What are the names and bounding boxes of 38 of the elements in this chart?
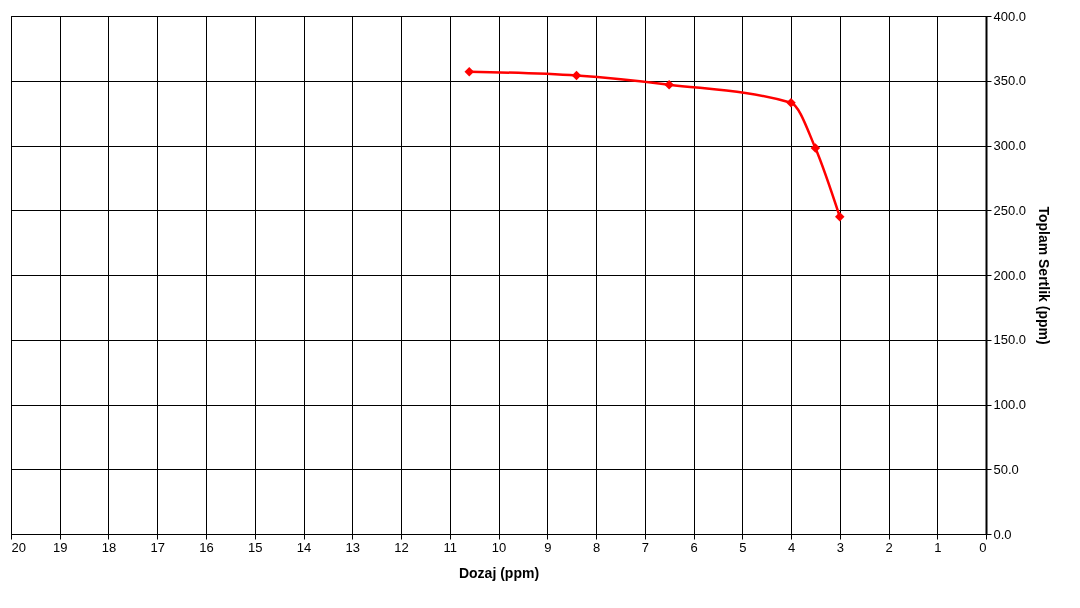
x-tick-label: 9 xyxy=(544,539,552,555)
x-tick-label: 1 xyxy=(934,539,942,555)
x-tick-label: 16 xyxy=(199,539,214,555)
point xyxy=(464,66,474,77)
point xyxy=(810,143,821,153)
y-tick-label: 350.0 xyxy=(993,73,1027,89)
y-tick-label: 400.0 xyxy=(993,8,1027,24)
x-tick-label: 11 xyxy=(443,539,457,555)
point xyxy=(835,211,845,222)
x-tick-label: 0 xyxy=(979,539,987,555)
y-tick-label: 250.0 xyxy=(993,202,1027,218)
x-tick-label: 13 xyxy=(345,539,360,555)
x-tick-label: 6 xyxy=(690,539,698,555)
y-tick-label: 300.0 xyxy=(993,138,1027,153)
x-tick-label: 10 xyxy=(491,539,507,555)
point xyxy=(786,98,796,108)
x-tick-label: 7 xyxy=(641,539,649,555)
y-axis-title: Toplam Sertlik (ppm) xyxy=(1036,206,1053,345)
x-tick-label: 2 xyxy=(885,539,893,555)
y-tick-label: 200.0 xyxy=(993,267,1027,283)
x-tick-label: 12 xyxy=(394,539,409,555)
y-tick-label: 50.0 xyxy=(993,461,1019,477)
x-axis-title: Dozaj (ppm) xyxy=(458,564,540,581)
x-tick-label: 17 xyxy=(150,539,165,555)
point xyxy=(664,79,674,90)
x-tick-label: 4 xyxy=(787,539,796,555)
x-tick-label: 20 xyxy=(11,539,26,555)
x-tick-label: 14 xyxy=(296,539,312,555)
y-tick-label: 100.0 xyxy=(993,397,1027,412)
x-tick-label: 5 xyxy=(739,539,747,555)
x-tick-label: 3 xyxy=(836,539,844,555)
y-tick-label: 0.0 xyxy=(993,526,1012,542)
x-tick-label: 8 xyxy=(592,539,601,555)
point xyxy=(571,70,582,81)
x-tick-label: 15 xyxy=(248,539,263,555)
x-tick-label: 18 xyxy=(101,539,117,555)
y-tick-label: 150.0 xyxy=(993,332,1027,348)
x-tick-label: 19 xyxy=(53,539,68,555)
